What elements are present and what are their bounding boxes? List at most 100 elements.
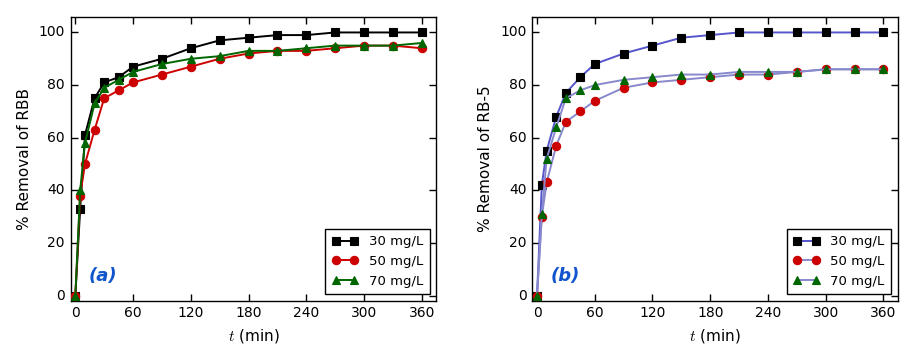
30 mg/L	[705, 33, 716, 37]
50 mg/L	[619, 85, 630, 90]
50 mg/L	[301, 49, 312, 53]
30 mg/L	[80, 133, 91, 137]
70 mg/L	[676, 72, 687, 77]
50 mg/L	[705, 75, 716, 79]
30 mg/L	[416, 30, 427, 35]
70 mg/L	[791, 70, 802, 74]
50 mg/L	[532, 293, 543, 298]
30 mg/L	[541, 149, 552, 153]
70 mg/L	[80, 141, 91, 145]
70 mg/L	[647, 75, 658, 79]
30 mg/L	[676, 35, 687, 40]
70 mg/L	[705, 72, 716, 77]
70 mg/L	[536, 212, 547, 216]
Line: 70 mg/L: 70 mg/L	[533, 65, 888, 300]
70 mg/L	[113, 77, 124, 82]
Line: 50 mg/L: 50 mg/L	[533, 65, 888, 300]
50 mg/L	[560, 120, 571, 124]
Line: 70 mg/L: 70 mg/L	[71, 39, 426, 300]
50 mg/L	[186, 64, 197, 69]
50 mg/L	[734, 72, 745, 77]
Y-axis label: % Removal of RB-5: % Removal of RB-5	[479, 85, 493, 232]
Line: 50 mg/L: 50 mg/L	[71, 41, 426, 300]
70 mg/L	[301, 46, 312, 50]
30 mg/L	[619, 51, 630, 56]
30 mg/L	[536, 183, 547, 187]
30 mg/L	[301, 33, 312, 37]
70 mg/L	[878, 67, 889, 71]
Text: (a): (a)	[89, 267, 117, 285]
70 mg/L	[75, 188, 86, 193]
30 mg/L	[70, 293, 81, 298]
70 mg/L	[589, 83, 600, 87]
70 mg/L	[762, 70, 773, 74]
50 mg/L	[75, 193, 86, 198]
30 mg/L	[734, 30, 745, 35]
70 mg/L	[551, 125, 562, 129]
Y-axis label: % Removal of RBB: % Removal of RBB	[16, 88, 32, 230]
50 mg/L	[329, 46, 340, 50]
30 mg/L	[532, 293, 543, 298]
70 mg/L	[243, 49, 254, 53]
Legend: 30 mg/L, 50 mg/L, 70 mg/L: 30 mg/L, 50 mg/L, 70 mg/L	[787, 229, 891, 294]
30 mg/L	[878, 30, 889, 35]
50 mg/L	[99, 96, 110, 100]
70 mg/L	[89, 101, 100, 106]
70 mg/L	[127, 70, 138, 74]
50 mg/L	[359, 43, 370, 48]
50 mg/L	[416, 46, 427, 50]
30 mg/L	[647, 43, 658, 48]
30 mg/L	[186, 46, 197, 50]
70 mg/L	[272, 49, 283, 53]
Line: 30 mg/L: 30 mg/L	[71, 28, 426, 300]
70 mg/L	[186, 56, 197, 61]
70 mg/L	[387, 43, 398, 48]
30 mg/L	[113, 75, 124, 79]
30 mg/L	[89, 96, 100, 100]
70 mg/L	[734, 70, 745, 74]
50 mg/L	[272, 49, 283, 53]
70 mg/L	[329, 43, 340, 48]
70 mg/L	[359, 43, 370, 48]
50 mg/L	[89, 128, 100, 132]
70 mg/L	[849, 67, 860, 71]
70 mg/L	[560, 96, 571, 100]
X-axis label: $t$ (min): $t$ (min)	[689, 327, 741, 345]
30 mg/L	[762, 30, 773, 35]
30 mg/L	[560, 91, 571, 95]
30 mg/L	[75, 207, 86, 211]
30 mg/L	[849, 30, 860, 35]
50 mg/L	[243, 51, 254, 56]
70 mg/L	[156, 62, 167, 66]
70 mg/L	[575, 88, 586, 93]
30 mg/L	[243, 35, 254, 40]
30 mg/L	[156, 56, 167, 61]
30 mg/L	[359, 30, 370, 35]
70 mg/L	[416, 41, 427, 45]
70 mg/L	[532, 293, 543, 298]
50 mg/L	[387, 43, 398, 48]
30 mg/L	[387, 30, 398, 35]
50 mg/L	[127, 80, 138, 85]
30 mg/L	[791, 30, 802, 35]
70 mg/L	[820, 67, 831, 71]
50 mg/L	[676, 77, 687, 82]
Line: 30 mg/L: 30 mg/L	[533, 28, 888, 300]
50 mg/L	[820, 67, 831, 71]
30 mg/L	[551, 114, 562, 119]
30 mg/L	[589, 62, 600, 66]
30 mg/L	[214, 38, 225, 42]
50 mg/L	[589, 99, 600, 103]
70 mg/L	[99, 85, 110, 90]
70 mg/L	[619, 77, 630, 82]
30 mg/L	[329, 30, 340, 35]
50 mg/L	[878, 67, 889, 71]
30 mg/L	[820, 30, 831, 35]
50 mg/L	[551, 143, 562, 148]
50 mg/L	[541, 180, 552, 185]
50 mg/L	[762, 72, 773, 77]
50 mg/L	[156, 72, 167, 77]
50 mg/L	[70, 293, 81, 298]
50 mg/L	[80, 162, 91, 166]
50 mg/L	[647, 80, 658, 85]
